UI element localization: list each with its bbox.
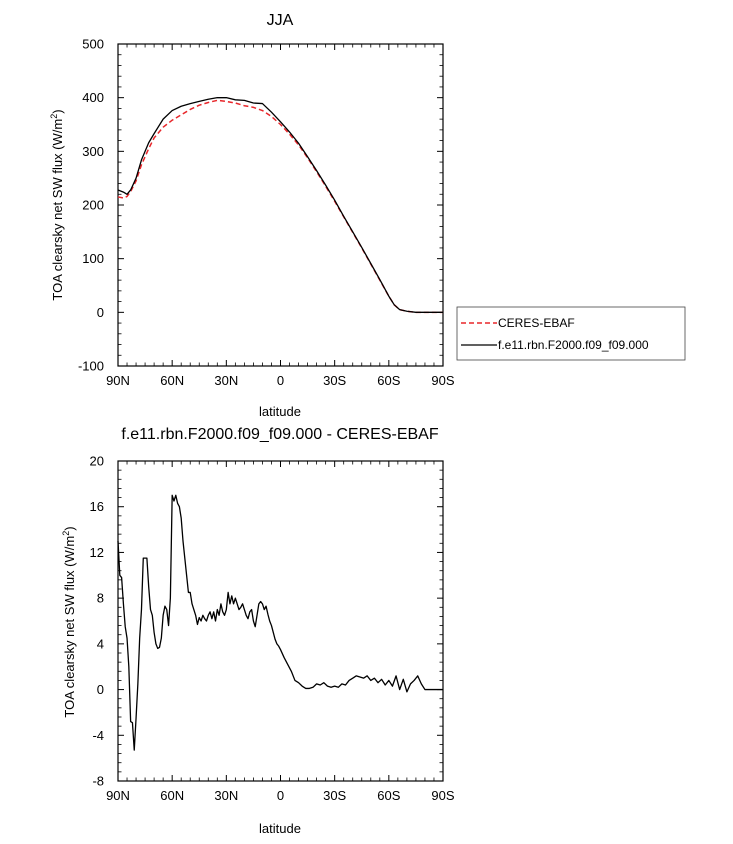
top-y-tick-label: 500 — [82, 37, 104, 52]
bottom-panel: f.e11.rbn.F2000.f09_f09.000 - CERES-EBAF… — [61, 426, 455, 836]
bottom-y-tick-labels: -8 -4 0 4 8 12 16 20 — [90, 454, 104, 789]
bottom-x-tick-label: 90N — [106, 788, 130, 803]
top-y-tick-label: -100 — [78, 359, 104, 374]
top-series-line-1 — [117, 97, 443, 313]
legend-label-model: f.e11.rbn.F2000.f09_f09.000 — [498, 338, 649, 352]
bottom-y-tick-label: 0 — [97, 682, 104, 697]
top-x-tick-label: 90N — [106, 373, 130, 388]
bottom-axis-ticks — [117, 460, 444, 782]
bottom-x-tick-label: 30S — [323, 788, 346, 803]
top-y-tick-label: 0 — [97, 305, 104, 320]
bottom-x-tick-label: 90S — [431, 788, 454, 803]
top-panel: JJA 90N 60N 30N 0 30S 60S 90S -100 0 100 200 300 40… — [49, 12, 686, 419]
bottom-y-axis-label-tail: ) — [62, 526, 77, 530]
bottom-x-tick-label: 0 — [277, 788, 284, 803]
bottom-y-tick-label: 16 — [90, 499, 104, 514]
top-chart-title: JJA — [267, 12, 294, 29]
top-x-tick-label: 60S — [377, 373, 400, 388]
top-y-axis-label: TOA clearsky net SW flux (W/m2) — [49, 109, 65, 300]
bottom-chart-title: f.e11.rbn.F2000.f09_f09.000 - CERES-EBAF — [121, 426, 438, 443]
bottom-y-axis-label-main: TOA clearsky net SW flux (W/m — [62, 536, 77, 718]
bottom-y-axis-label-sup: 2 — [61, 531, 71, 536]
bottom-y-tick-label: 8 — [97, 591, 104, 606]
top-y-tick-label: 400 — [82, 90, 104, 105]
bottom-y-tick-label: 12 — [90, 545, 104, 560]
top-x-tick-label: 30S — [323, 373, 346, 388]
bottom-x-tick-label: 60N — [160, 788, 184, 803]
top-y-tick-label: 100 — [82, 251, 104, 266]
bottom-x-tick-labels: 90N 60N 30N 0 30S 60S 90S — [106, 788, 455, 803]
bottom-y-tick-label: -4 — [92, 728, 104, 743]
top-y-tick-label: 200 — [82, 198, 104, 213]
top-x-axis-label: latitude — [259, 404, 301, 419]
top-x-tick-label: 30N — [214, 373, 238, 388]
top-series-lines — [117, 97, 443, 314]
top-axis-ticks — [117, 43, 444, 367]
bottom-x-tick-label: 60S — [377, 788, 400, 803]
legend-box — [456, 306, 686, 361]
top-y-axis-label-main: TOA clearsky net SW flux (W/m — [50, 119, 65, 301]
top-x-tick-label: 60N — [160, 373, 184, 388]
top-x-tick-label: 0 — [277, 373, 284, 388]
top-y-tick-labels: -100 0 100 200 300 400 500 — [78, 37, 104, 374]
bottom-x-axis-label: latitude — [259, 821, 301, 836]
top-x-tick-labels: 90N 60N 30N 0 30S 60S 90S — [106, 373, 455, 388]
legend-label-ceres: CERES-EBAF — [498, 316, 575, 330]
bottom-y-tick-label: 4 — [97, 636, 104, 651]
bottom-x-tick-label: 30N — [214, 788, 238, 803]
top-plot-frame — [117, 43, 444, 367]
top-y-tick-label: 300 — [82, 144, 104, 159]
bottom-series-lines — [117, 494, 443, 751]
top-y-axis-label-tail: ) — [50, 109, 65, 113]
bottom-y-axis-label: TOA clearsky net SW flux (W/m2) — [61, 526, 77, 717]
top-series-line-0 — [117, 99, 443, 314]
bottom-plot-frame — [117, 460, 444, 782]
legend: CERES-EBAF f.e11.rbn.F2000.f09_f09.000 — [456, 306, 686, 361]
bottom-y-tick-label: 20 — [90, 454, 104, 469]
bottom-y-tick-label: -8 — [92, 774, 104, 789]
bottom-series-line-0 — [117, 494, 443, 751]
top-x-tick-label: 90S — [431, 373, 454, 388]
top-y-axis-label-sup: 2 — [49, 114, 59, 119]
